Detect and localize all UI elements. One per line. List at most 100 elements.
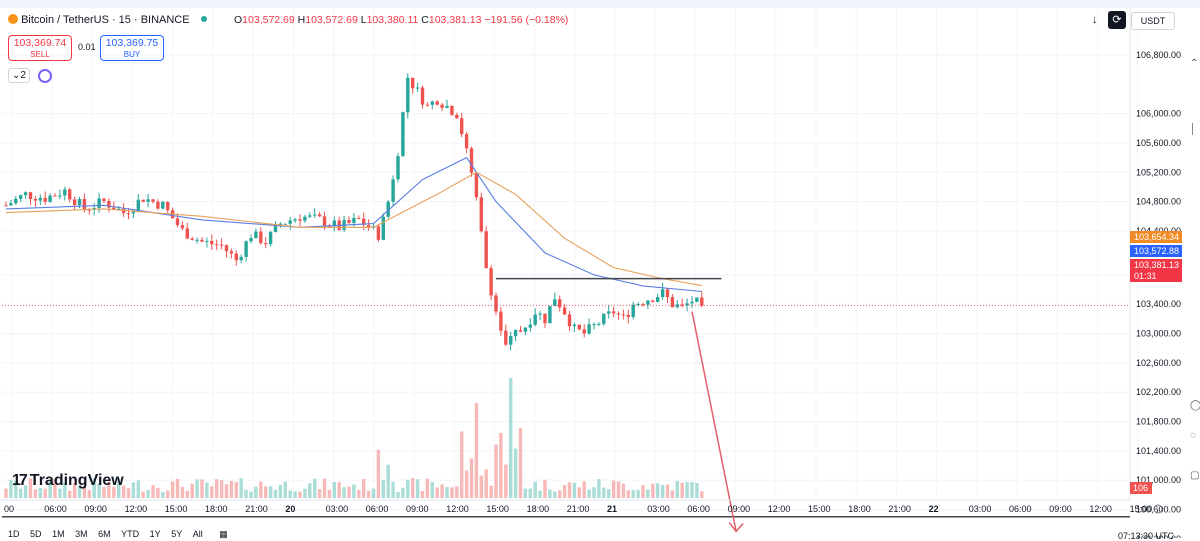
volume-bar — [616, 481, 621, 498]
range-1y[interactable]: 1Y — [149, 529, 161, 539]
arrow-shaft — [691, 311, 737, 532]
candle-body — [651, 300, 655, 302]
settings-loop-icon[interactable] — [38, 69, 52, 83]
range-bar: 1D 5D 1M 3M 6M YTD 1Y 5Y All ▦ — [0, 529, 228, 539]
time-tick-label: 21:00 — [567, 504, 590, 514]
volume-bar — [636, 489, 640, 498]
price-tick-label: 103,400.00 — [1136, 299, 1181, 309]
volume-bar — [430, 482, 434, 498]
range-1m[interactable]: 1M — [52, 529, 65, 539]
candle-body — [9, 203, 13, 206]
candle-body — [268, 231, 273, 245]
candle-body — [224, 245, 229, 252]
symbol-label: Bitcoin / TetherUS · 15 · BINANCE — [21, 14, 190, 26]
sell-button[interactable]: 103,369.74 SELL — [8, 35, 72, 61]
volume-bar — [518, 428, 523, 498]
volume-bar — [631, 489, 635, 498]
candle-body — [401, 112, 405, 157]
time-tick-label: 20 — [285, 504, 295, 514]
volume-bar — [107, 481, 111, 498]
candle-body — [464, 134, 469, 149]
sidebar-pin-icon[interactable]: │ — [1190, 124, 1197, 135]
volume-bar — [215, 479, 219, 498]
candle-body — [690, 301, 694, 304]
candle-body — [175, 218, 180, 226]
volume-bar — [126, 488, 131, 498]
calendar-icon[interactable]: ▦ — [219, 529, 228, 539]
time-axis: 00 06:00 09:00 12:00 15:00 18:00 21:00 20 03:00 0… — [0, 499, 1163, 514]
candle-body — [626, 314, 630, 317]
download-icon[interactable]: ↓ — [1092, 14, 1098, 26]
sync-icon[interactable]: ⟳ — [1108, 11, 1126, 29]
time-tick-label: 09:00 — [406, 504, 429, 514]
price-label-bg — [1130, 231, 1182, 243]
utc-clock[interactable]: 07:13:30 UTC — [1118, 531, 1175, 541]
candle-body — [616, 313, 621, 315]
volume-bar — [499, 432, 503, 498]
symbol-title[interactable]: Bitcoin / TetherUS · 15 · BINANCE — [8, 14, 207, 26]
volume-bar — [690, 482, 694, 498]
volume-bar — [259, 481, 263, 498]
volume-bars — [4, 378, 704, 498]
candle-body — [518, 330, 523, 332]
volume-bar — [146, 489, 150, 498]
range-5y[interactable]: 5Y — [171, 529, 183, 539]
volume-bar — [288, 490, 292, 498]
sidebar-extra-icon[interactable]: ▢ — [1190, 470, 1200, 481]
volume-bar — [376, 449, 381, 498]
volume-bar — [239, 478, 243, 498]
volume-bar — [685, 481, 689, 498]
volume-bar — [313, 478, 317, 498]
range-3m[interactable]: 3M — [75, 529, 88, 539]
candle-body — [131, 210, 136, 214]
buy-button[interactable]: 103,369.75 BUY — [100, 35, 164, 61]
time-tick-label: 09:00 — [84, 504, 107, 514]
range-1d[interactable]: 1D — [8, 529, 20, 539]
sidebar-help-icon[interactable]: ◌ — [1190, 430, 1196, 441]
candle-body — [82, 199, 87, 210]
candle-body — [347, 220, 351, 223]
volume-bar — [607, 489, 611, 498]
candle-body — [23, 192, 28, 196]
indicators-toggle[interactable]: ⌄2 — [8, 68, 30, 83]
candle-body — [680, 304, 684, 306]
price-label: 01:31 — [1134, 271, 1157, 281]
volume-bar — [538, 490, 542, 498]
candle-body — [572, 324, 577, 327]
volume-bar — [327, 489, 332, 498]
volume-bar — [210, 486, 214, 498]
price-label-bg — [1130, 270, 1182, 282]
candle-body — [440, 104, 444, 108]
chevron-down-icon: ⌄ — [12, 70, 21, 81]
volume-bar — [200, 479, 204, 498]
volume-bar — [489, 485, 493, 498]
candle-body — [136, 199, 140, 211]
candle-body — [543, 313, 547, 324]
candle-body — [636, 304, 640, 306]
range-all[interactable]: All — [192, 529, 203, 539]
volume-bar — [582, 481, 586, 498]
volume-bar — [298, 491, 302, 498]
volume-bar — [308, 483, 312, 498]
candle-body — [607, 311, 611, 314]
time-tick-label: 15:00 — [486, 504, 509, 514]
range-5d[interactable]: 5D — [30, 529, 42, 539]
candle-body — [33, 198, 38, 201]
buy-label: BUY — [123, 50, 141, 59]
currency-selector[interactable]: USDT — [1131, 12, 1175, 30]
candle-body — [381, 216, 385, 240]
candle-body — [469, 148, 474, 173]
range-ytd[interactable]: YTD — [121, 529, 140, 539]
volume-bar — [420, 491, 425, 498]
tradingview-logo[interactable]: 17 TradingView — [12, 472, 124, 489]
candle-body — [254, 231, 258, 239]
range-6m[interactable]: 6M — [98, 529, 111, 539]
candle-body — [249, 238, 253, 242]
volume-bar — [43, 488, 47, 498]
candle-body — [577, 324, 581, 330]
volume-bar — [469, 458, 474, 498]
sidebar-info-icon[interactable]: ◯ — [1190, 400, 1200, 411]
volume-bar — [131, 482, 136, 498]
sidebar-expand-icon[interactable]: ⌃ — [1190, 58, 1199, 69]
